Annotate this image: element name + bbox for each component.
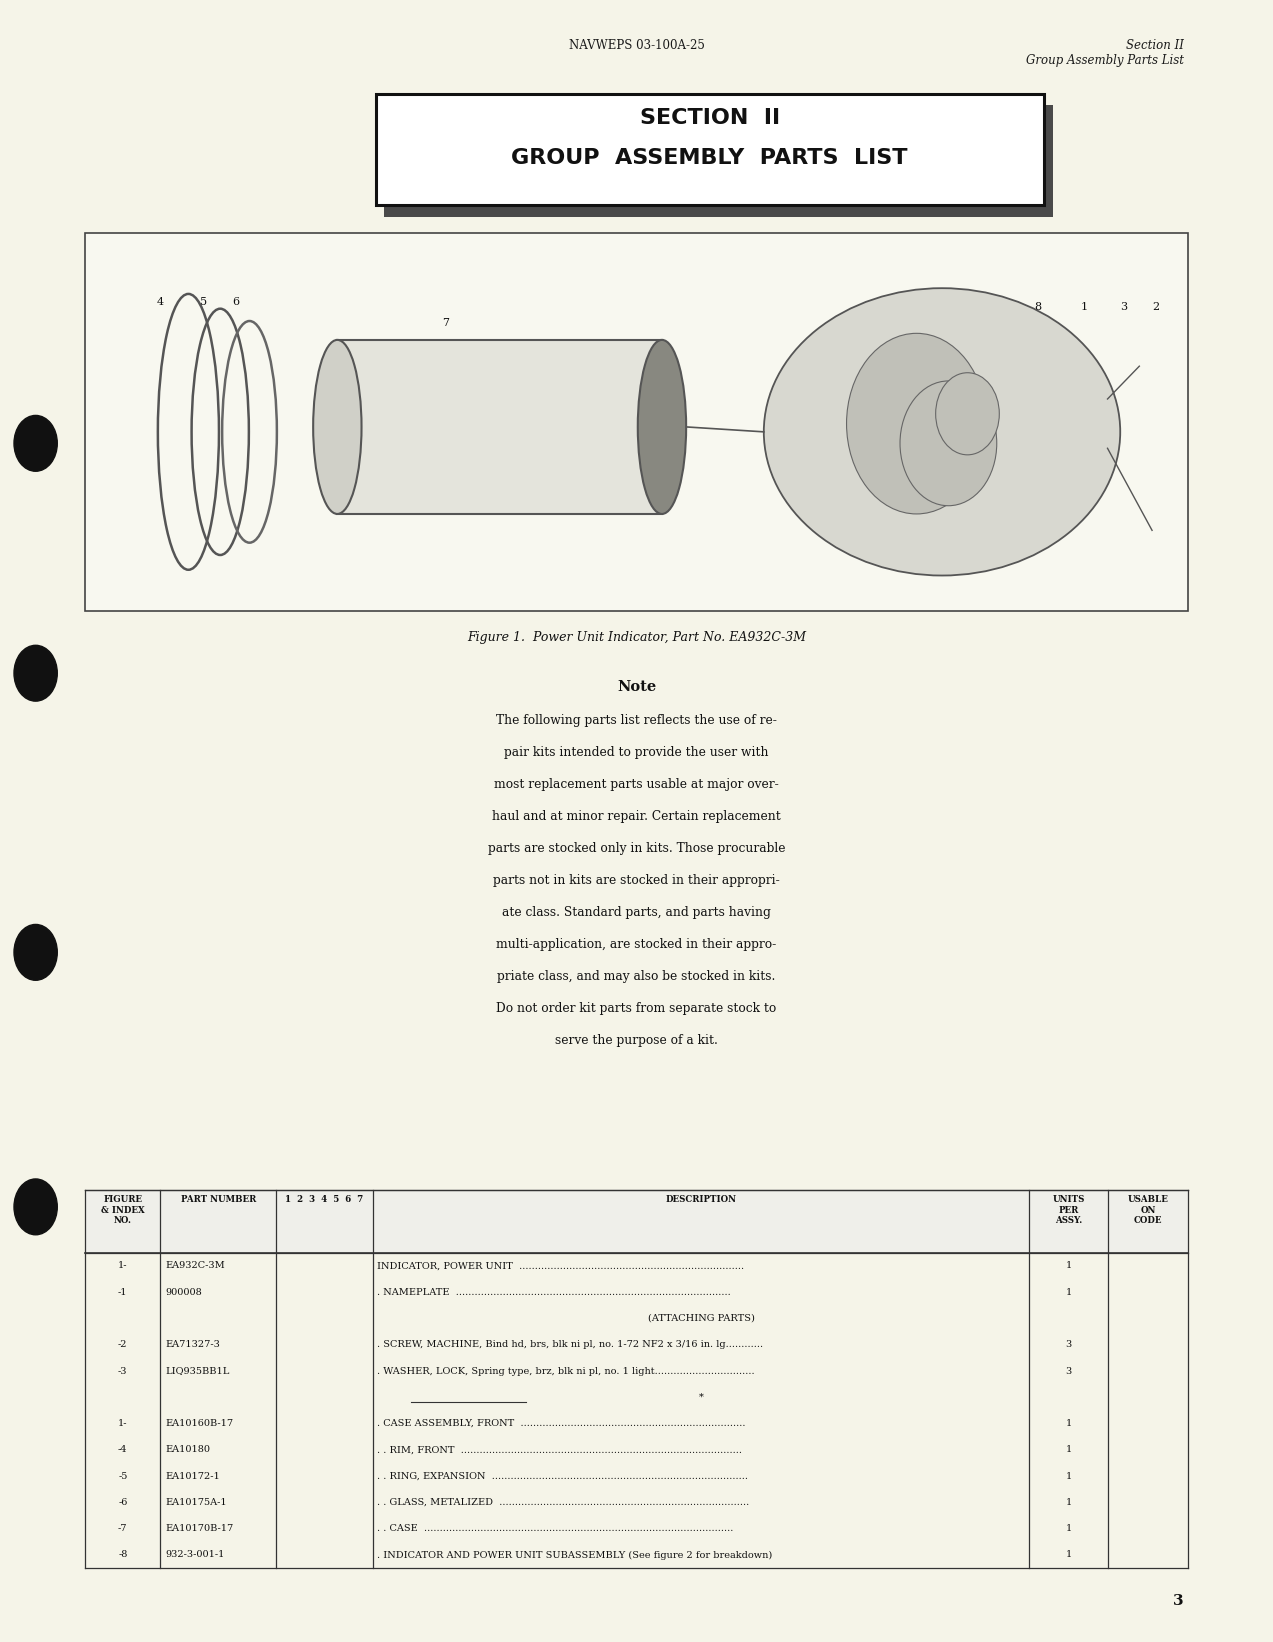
Text: Do not order kit parts from separate stock to: Do not order kit parts from separate sto… xyxy=(496,1002,777,1015)
Text: . . RIM, FRONT  ................................................................: . . RIM, FRONT .........................… xyxy=(377,1445,742,1455)
Text: 6: 6 xyxy=(232,297,239,307)
Text: . . RING, EXPANSION  ...........................................................: . . RING, EXPANSION ....................… xyxy=(377,1471,747,1481)
Text: . NAMEPLATE  ...................................................................: . NAMEPLATE ............................… xyxy=(377,1287,731,1297)
Text: Group Assembly Parts List: Group Assembly Parts List xyxy=(1026,54,1184,67)
Text: PART NUMBER: PART NUMBER xyxy=(181,1195,256,1204)
Text: GROUP  ASSEMBLY  PARTS  LIST: GROUP ASSEMBLY PARTS LIST xyxy=(512,148,908,167)
Text: 4: 4 xyxy=(157,297,164,307)
Text: -1: -1 xyxy=(118,1287,127,1297)
FancyBboxPatch shape xyxy=(376,94,1044,205)
Text: 900008: 900008 xyxy=(165,1287,202,1297)
Text: 1: 1 xyxy=(1066,1419,1072,1429)
Text: LIQ935BB1L: LIQ935BB1L xyxy=(165,1366,229,1376)
Text: -5: -5 xyxy=(118,1471,127,1481)
Text: EA10172-1: EA10172-1 xyxy=(165,1471,220,1481)
Text: NAVWEPS 03-100A-25: NAVWEPS 03-100A-25 xyxy=(569,39,704,53)
Text: The following parts list reflects the use of re-: The following parts list reflects the us… xyxy=(496,714,777,727)
Text: 3: 3 xyxy=(1120,302,1128,312)
Text: -2: -2 xyxy=(118,1340,127,1350)
Ellipse shape xyxy=(313,340,362,514)
Text: 3: 3 xyxy=(1174,1593,1184,1608)
Text: EA71327-3: EA71327-3 xyxy=(165,1340,220,1350)
Text: *: * xyxy=(699,1392,704,1402)
Text: EA10180: EA10180 xyxy=(165,1445,210,1455)
Text: ate class. Standard parts, and parts having: ate class. Standard parts, and parts hav… xyxy=(502,906,771,920)
Text: -3: -3 xyxy=(118,1366,127,1376)
Text: -8: -8 xyxy=(118,1550,127,1560)
Text: 3: 3 xyxy=(1066,1340,1072,1350)
Text: 1-: 1- xyxy=(118,1261,127,1271)
Text: parts not in kits are stocked in their appropri-: parts not in kits are stocked in their a… xyxy=(493,874,780,887)
Text: 1: 1 xyxy=(1066,1445,1072,1455)
Text: parts are stocked only in kits. Those procurable: parts are stocked only in kits. Those pr… xyxy=(488,842,785,855)
Text: 3: 3 xyxy=(1066,1366,1072,1376)
FancyBboxPatch shape xyxy=(85,233,1188,611)
Text: FIGURE
& INDEX
NO.: FIGURE & INDEX NO. xyxy=(101,1195,145,1225)
Text: priate class, and may also be stocked in kits.: priate class, and may also be stocked in… xyxy=(498,970,775,984)
Circle shape xyxy=(14,645,57,701)
Text: 1: 1 xyxy=(1066,1524,1072,1534)
Text: UNITS
PER
ASSY.: UNITS PER ASSY. xyxy=(1053,1195,1085,1225)
Polygon shape xyxy=(337,340,662,514)
Text: 8: 8 xyxy=(1034,302,1041,312)
Text: (ATTACHING PARTS): (ATTACHING PARTS) xyxy=(648,1314,755,1323)
Text: . . CASE  ......................................................................: . . CASE ...............................… xyxy=(377,1524,733,1534)
Circle shape xyxy=(14,1179,57,1235)
Text: . SCREW, MACHINE, Bind hd, brs, blk ni pl, no. 1-72 NF2 x 3/16 in. lg...........: . SCREW, MACHINE, Bind hd, brs, blk ni p… xyxy=(377,1340,763,1350)
Text: most replacement parts usable at major over-: most replacement parts usable at major o… xyxy=(494,778,779,791)
Circle shape xyxy=(847,333,987,514)
Text: . . GLASS, METALIZED  ..........................................................: . . GLASS, METALIZED ...................… xyxy=(377,1498,749,1507)
Bar xyxy=(85,1190,1188,1253)
Text: 2: 2 xyxy=(1152,302,1160,312)
Text: serve the purpose of a kit.: serve the purpose of a kit. xyxy=(555,1034,718,1048)
Text: 7: 7 xyxy=(442,319,449,328)
Text: 932-3-001-1: 932-3-001-1 xyxy=(165,1550,225,1560)
Text: 1: 1 xyxy=(1081,302,1088,312)
Text: SECTION  II: SECTION II xyxy=(639,108,780,128)
Circle shape xyxy=(14,924,57,980)
Text: 5: 5 xyxy=(200,297,207,307)
Text: EA10175A-1: EA10175A-1 xyxy=(165,1498,227,1507)
Text: multi-application, are stocked in their appro-: multi-application, are stocked in their … xyxy=(496,939,777,951)
Text: . INDICATOR AND POWER UNIT SUBASSEMBLY (See figure 2 for breakdown): . INDICATOR AND POWER UNIT SUBASSEMBLY (… xyxy=(377,1550,773,1560)
Text: . CASE ASSEMBLY, FRONT  ........................................................: . CASE ASSEMBLY, FRONT .................… xyxy=(377,1419,745,1429)
Text: 1: 1 xyxy=(1066,1471,1072,1481)
Circle shape xyxy=(936,373,999,455)
Text: . WASHER, LOCK, Spring type, brz, blk ni pl, no. 1 light........................: . WASHER, LOCK, Spring type, brz, blk ni… xyxy=(377,1366,755,1376)
Text: INDICATOR, POWER UNIT  .........................................................: INDICATOR, POWER UNIT ..................… xyxy=(377,1261,743,1271)
Text: haul and at minor repair. Certain replacement: haul and at minor repair. Certain replac… xyxy=(493,811,780,823)
Text: Section II: Section II xyxy=(1127,39,1184,53)
Ellipse shape xyxy=(638,340,686,514)
Circle shape xyxy=(900,381,997,506)
Text: 1: 1 xyxy=(1066,1498,1072,1507)
Text: EA10160B-17: EA10160B-17 xyxy=(165,1419,233,1429)
Text: DESCRIPTION: DESCRIPTION xyxy=(666,1195,737,1204)
Text: 1: 1 xyxy=(1066,1550,1072,1560)
Text: 1-: 1- xyxy=(118,1419,127,1429)
Text: -7: -7 xyxy=(118,1524,127,1534)
Text: Figure 1.  Power Unit Indicator, Part No. EA932C-3M: Figure 1. Power Unit Indicator, Part No.… xyxy=(467,631,806,644)
Text: USABLE
ON
CODE: USABLE ON CODE xyxy=(1128,1195,1169,1225)
Text: 1  2  3  4  5  6  7: 1 2 3 4 5 6 7 xyxy=(285,1195,364,1204)
Circle shape xyxy=(14,415,57,471)
Text: Note: Note xyxy=(617,680,656,695)
Text: pair kits intended to provide the user with: pair kits intended to provide the user w… xyxy=(504,745,769,759)
Text: -6: -6 xyxy=(118,1498,127,1507)
Text: -4: -4 xyxy=(118,1445,127,1455)
Text: 1: 1 xyxy=(1066,1261,1072,1271)
Text: 1: 1 xyxy=(1066,1287,1072,1297)
Text: EA932C-3M: EA932C-3M xyxy=(165,1261,225,1271)
FancyBboxPatch shape xyxy=(384,105,1053,217)
Ellipse shape xyxy=(764,289,1120,575)
Text: EA10170B-17: EA10170B-17 xyxy=(165,1524,234,1534)
